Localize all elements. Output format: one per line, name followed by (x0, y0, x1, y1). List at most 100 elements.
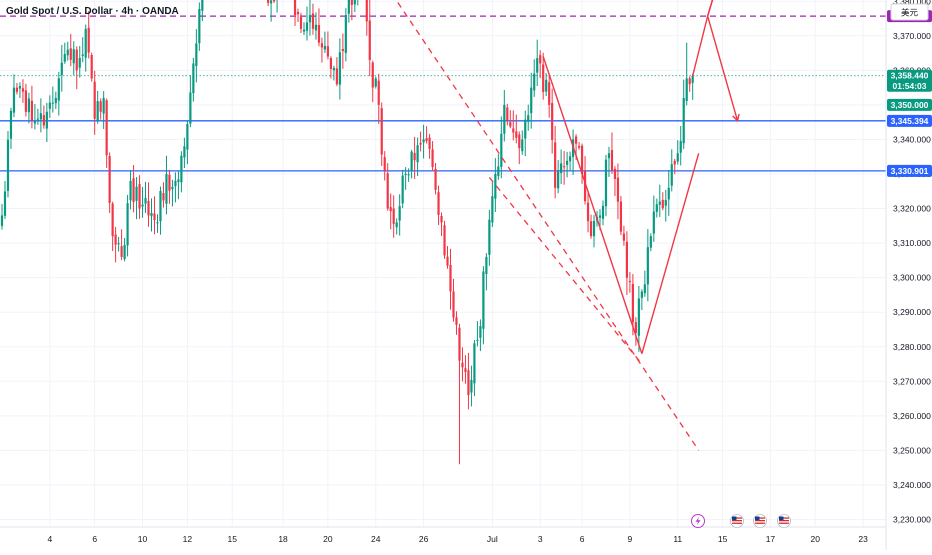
candle-body[interactable] (132, 178, 135, 202)
candle-body[interactable] (350, 0, 353, 5)
candle-body[interactable] (533, 73, 536, 91)
candle-body[interactable] (422, 139, 425, 143)
candle-body[interactable] (371, 62, 374, 88)
candle-body[interactable] (530, 87, 533, 114)
candle-body[interactable] (144, 197, 147, 204)
candle-body[interactable] (114, 234, 117, 245)
candle-body[interactable] (452, 291, 455, 318)
candle-body[interactable] (72, 49, 75, 64)
candle-body[interactable] (183, 146, 186, 158)
candle-body[interactable] (377, 80, 380, 105)
candle-body[interactable] (392, 208, 395, 224)
candle-body[interactable] (81, 54, 84, 56)
candle-body[interactable] (503, 104, 506, 134)
candle-body[interactable] (138, 184, 141, 209)
candle-body[interactable] (75, 49, 78, 71)
candle-body[interactable] (78, 57, 81, 68)
candle-body[interactable] (566, 160, 569, 165)
candle-body[interactable] (171, 186, 174, 190)
candle-body[interactable] (165, 174, 168, 204)
candle-body[interactable] (631, 284, 634, 323)
candle-body[interactable] (323, 45, 327, 50)
candle-body[interactable] (198, 8, 201, 44)
candle-body[interactable] (586, 202, 590, 222)
candle-body[interactable] (39, 113, 42, 120)
candle-body[interactable] (374, 78, 377, 87)
candle-body[interactable] (563, 166, 566, 168)
candle-body[interactable] (509, 122, 512, 127)
candle-body[interactable] (326, 46, 330, 57)
candle-body[interactable] (589, 221, 593, 237)
candle-body[interactable] (48, 102, 51, 109)
candle-body[interactable] (604, 159, 608, 207)
candle-body[interactable] (628, 281, 631, 283)
projection-line[interactable] (706, 15, 739, 122)
candle-body[interactable] (527, 115, 530, 122)
candle-body[interactable] (583, 170, 587, 202)
candle-body[interactable] (658, 201, 661, 205)
candle-body[interactable] (320, 43, 324, 48)
candle-body[interactable] (691, 75, 694, 83)
candle-body[interactable] (33, 121, 36, 124)
candle-body[interactable] (66, 49, 69, 56)
candle-body[interactable] (63, 54, 66, 62)
candle-body[interactable] (21, 88, 25, 92)
candle-body[interactable] (416, 145, 419, 163)
candle-body[interactable] (458, 327, 461, 361)
candle-body[interactable] (383, 157, 386, 171)
candle-body[interactable] (18, 86, 22, 89)
dashed-trendline[interactable] (488, 177, 643, 365)
candle-body[interactable] (126, 203, 129, 246)
candle-body[interactable] (434, 168, 437, 190)
candle-body[interactable] (634, 322, 637, 333)
us-flag-icon[interactable] (777, 514, 791, 528)
candle-body[interactable] (536, 58, 539, 73)
candle-body[interactable] (557, 171, 560, 189)
candle-body[interactable] (201, 0, 204, 11)
candle-body[interactable] (267, 0, 270, 3)
candle-body[interactable] (652, 211, 655, 234)
candle-body[interactable] (296, 11, 300, 15)
dashed-trendline[interactable] (232, 0, 700, 451)
candle-body[interactable] (574, 136, 578, 144)
candle-body[interactable] (682, 97, 685, 144)
candle-body[interactable] (24, 90, 28, 112)
candle-body[interactable] (141, 204, 144, 207)
event-icons[interactable] (691, 514, 791, 528)
candle-body[interactable] (425, 138, 428, 141)
candle-body[interactable] (470, 379, 473, 393)
candle-body[interactable] (577, 145, 581, 148)
candle-body[interactable] (135, 186, 138, 201)
candle-body[interactable] (177, 179, 180, 182)
candle-body[interactable] (515, 131, 518, 138)
candle-body[interactable] (428, 137, 431, 149)
projection-line[interactable] (692, 15, 709, 76)
candle-body[interactable] (467, 370, 470, 396)
candle-body[interactable] (455, 317, 458, 325)
wave-line[interactable] (542, 56, 643, 354)
candle-body[interactable] (156, 222, 159, 224)
candle-body[interactable] (637, 298, 640, 336)
candle-body[interactable] (685, 78, 688, 101)
candle-body[interactable] (368, 20, 371, 60)
candle-body[interactable] (500, 133, 503, 167)
candle-body[interactable] (655, 204, 658, 212)
candle-body[interactable] (105, 100, 108, 156)
candle-body[interactable] (661, 199, 664, 209)
candle-body[interactable] (129, 180, 132, 201)
candle-body[interactable] (613, 168, 617, 179)
candle-body[interactable] (380, 108, 383, 155)
candle-body[interactable] (437, 192, 440, 215)
candle-body[interactable] (610, 149, 614, 171)
candle-body[interactable] (93, 81, 96, 119)
candle-body[interactable] (398, 206, 401, 221)
candle-body[interactable] (102, 97, 105, 114)
candle-body[interactable] (670, 164, 673, 186)
candle-body[interactable] (640, 291, 643, 298)
candles[interactable] (0, 0, 694, 465)
candle-body[interactable] (189, 92, 192, 124)
candle-body[interactable] (676, 153, 679, 162)
candle-body[interactable] (192, 63, 195, 94)
candle-body[interactable] (293, 0, 297, 16)
